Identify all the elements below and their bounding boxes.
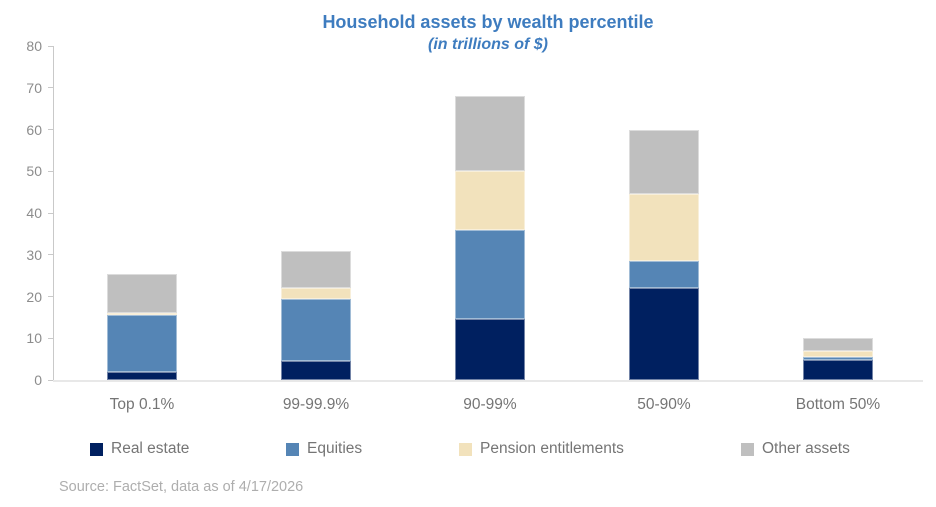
y-axis-tick [48, 254, 53, 256]
y-axis-tick [48, 87, 53, 89]
bar-segment-pension-entitlements [281, 288, 351, 299]
chart-title: Household assets by wealth percentile [322, 12, 654, 32]
legend-label: Equities [307, 440, 363, 457]
plot-area [53, 46, 923, 380]
bar-segment-other-assets [803, 338, 873, 351]
bar-group-bottom-50- [803, 338, 873, 380]
legend-item-pension-entitlements: Pension entitlements [459, 440, 624, 458]
legend-swatch-icon [741, 442, 754, 456]
y-axis-tick [48, 337, 53, 339]
chart-title-block: Household assets by wealth percentile (i… [53, 10, 923, 56]
y-axis-tick-label: 30 [26, 246, 42, 263]
y-axis-tick-label: 20 [26, 288, 42, 305]
x-axis-category-label: 90-99% [463, 396, 517, 413]
source-note: Source: FactSet, data as of 4/17/2026 [59, 479, 304, 495]
bar-segment-real-estate [455, 319, 525, 380]
legend-swatch-icon [459, 442, 472, 456]
bar-segment-real-estate [281, 361, 351, 380]
legend-item-real-estate: Real estate [90, 440, 189, 458]
x-axis-category-label: Top 0.1% [109, 396, 175, 413]
y-axis-tick-label: 80 [26, 38, 42, 54]
y-axis-line [53, 46, 54, 381]
bar-segment-real-estate [629, 288, 699, 380]
legend-label: Real estate [111, 440, 190, 457]
bar-segment-pension-entitlements [803, 350, 873, 358]
y-axis-tick [48, 296, 53, 297]
bar-segment-equities [281, 298, 351, 362]
bar-segment-pension-entitlements [107, 313, 177, 316]
bar-segment-equities [455, 229, 525, 320]
legend-label: Pension entitlements [480, 440, 624, 457]
chart-legend: Real estate Equities Pension entitlements O… [0, 440, 936, 462]
y-axis-tick-label: 40 [26, 205, 42, 221]
y-axis-tick-label: 10 [26, 330, 42, 347]
y-axis-tick [48, 212, 53, 214]
y-axis-tick [48, 170, 53, 172]
bar-segment-pension-entitlements [455, 171, 525, 230]
chart-subtitle: (in trillions of $) [428, 36, 548, 54]
bar-segment-other-assets [107, 273, 177, 314]
x-axis-line [53, 380, 923, 382]
y-axis-tick [48, 45, 53, 47]
y-axis-tick-label: 60 [26, 121, 42, 138]
legend-item-other-assets: Other assets [741, 440, 850, 458]
y-axis-tick-label: 70 [26, 79, 42, 96]
bar-group-50-90- [629, 129, 699, 380]
bar-group-top-0-1- [107, 273, 177, 380]
bar-segment-pension-entitlements [629, 194, 699, 262]
y-axis-tick [48, 379, 53, 381]
bar-segment-equities [107, 315, 177, 372]
legend-label: Other assets [762, 440, 850, 457]
bar-segment-other-assets [455, 96, 525, 172]
bar-segment-equities [803, 357, 873, 360]
legend-item-equities: Equities [286, 440, 362, 458]
bar-segment-real-estate [107, 371, 177, 380]
x-axis-category-label: 99-99.9% [282, 396, 350, 413]
bar-group-90-99- [455, 96, 525, 380]
y-axis-tick [48, 129, 53, 130]
bar-segment-real-estate [803, 359, 873, 380]
x-axis-category-label: 50-90% [637, 396, 691, 413]
y-axis-tick-label: 50 [26, 163, 42, 180]
bar-segment-equities [629, 261, 699, 289]
x-axis-category-label: Bottom 50% [795, 396, 881, 413]
legend-swatch-icon [90, 442, 103, 456]
bar-segment-other-assets [629, 129, 699, 195]
bar-segment-other-assets [281, 250, 351, 289]
bar-group-99-99-9- [281, 250, 351, 380]
y-axis-tick-label: 0 [34, 372, 42, 388]
legend-swatch-icon [286, 442, 299, 456]
